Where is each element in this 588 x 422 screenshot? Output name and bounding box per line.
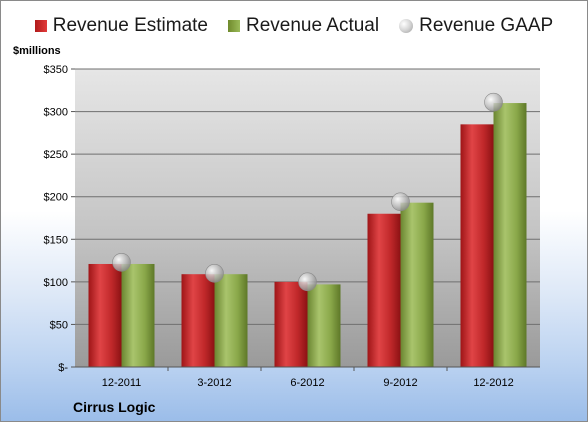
marker-revenue-gaap xyxy=(112,252,131,272)
y-axis-ticks: $- $50 $100 $150 $200 $250 $300 $350 xyxy=(44,64,75,374)
legend-label-estimate: Revenue Estimate xyxy=(52,15,208,36)
y-tick-label: $300 xyxy=(44,107,68,119)
y-tick-label: $100 xyxy=(44,277,68,289)
marker-revenue-gaap xyxy=(205,264,224,283)
x-tick-label: 9-2012 xyxy=(383,377,417,389)
x-tick-label: 12-2012 xyxy=(473,377,513,389)
legend-label-actual: Revenue Actual xyxy=(246,15,380,36)
legend-swatch-actual xyxy=(228,20,240,32)
y-tick-label: $50 xyxy=(50,319,68,331)
bar-revenue-estimate xyxy=(460,124,494,367)
bar-revenue-actual xyxy=(307,284,341,367)
bar-revenue-estimate xyxy=(88,263,122,367)
bar-revenue-estimate xyxy=(274,281,308,367)
y-tick-label: $200 xyxy=(44,192,68,204)
marker-revenue-gaap xyxy=(391,192,410,212)
bar-revenue-estimate xyxy=(181,274,215,367)
legend: Revenue Estimate Revenue Actual Revenue … xyxy=(1,15,587,37)
y-tick-label: $- xyxy=(58,362,68,374)
y-tick-label: $350 xyxy=(44,64,68,76)
legend-swatch-estimate xyxy=(34,20,47,32)
x-tick-label: 12-2011 xyxy=(102,377,142,389)
bar-revenue-actual xyxy=(400,202,434,367)
bars xyxy=(88,103,527,368)
legend-swatch-gaap xyxy=(399,19,414,33)
x-tick-label: 6-2012 xyxy=(290,377,324,389)
x-tick-label: 3-2012 xyxy=(197,377,231,389)
bar-revenue-estimate xyxy=(367,213,401,367)
marker-revenue-gaap xyxy=(484,92,503,112)
bar-revenue-actual xyxy=(214,274,248,367)
company-label: Cirrus Logic xyxy=(73,399,156,415)
marker-revenue-gaap xyxy=(298,272,317,292)
legend-item-gaap: Revenue GAAP xyxy=(399,15,553,37)
bar-revenue-actual xyxy=(121,263,155,367)
y-tick-label: $250 xyxy=(44,149,68,161)
y-axis-unit-label: $millions xyxy=(13,45,61,57)
legend-label-gaap: Revenue GAAP xyxy=(419,15,554,36)
gaap-markers xyxy=(112,92,503,292)
y-tick-label: $150 xyxy=(44,234,68,246)
x-axis-ticks: 12-2011 3-2012 6-2012 9-2012 12-2012 xyxy=(102,367,514,389)
bar-revenue-actual xyxy=(493,103,527,368)
legend-item-actual: Revenue Actual xyxy=(228,15,379,37)
legend-item-estimate: Revenue Estimate xyxy=(34,15,208,37)
